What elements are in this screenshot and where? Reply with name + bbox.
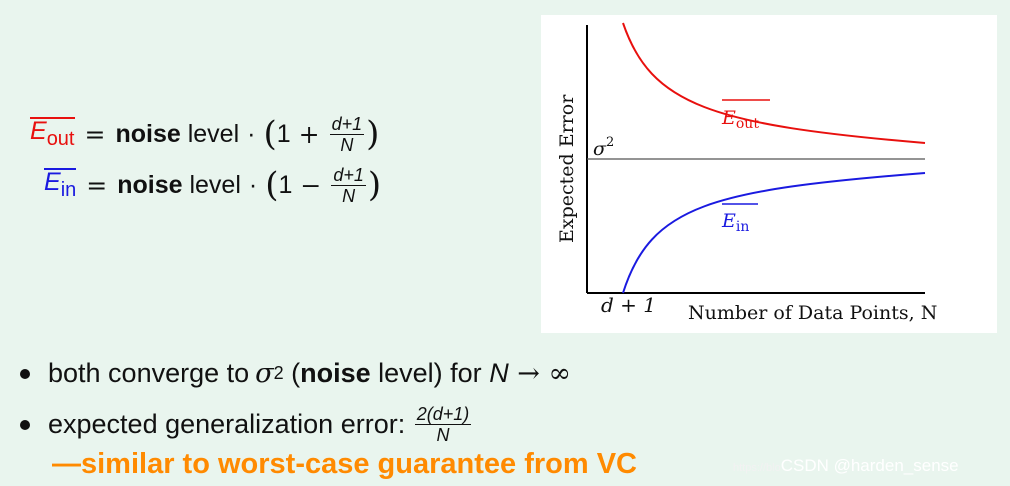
ein-label: Ein bbox=[721, 210, 749, 235]
formula-ein: Ein = noise level · ( 1 − d+1 N ) bbox=[44, 164, 382, 206]
x-axis-label: Number of Data Points, N bbox=[688, 302, 937, 324]
generalization-fraction: 2(d+1) N bbox=[414, 404, 472, 445]
eout-symbol: Eout bbox=[30, 117, 75, 150]
formula-eout: Eout = noise level · ( 1 + d+1 N ) bbox=[30, 113, 380, 155]
csdn-watermark: https://bloCSDN @harden_sense bbox=[733, 456, 959, 475]
sigma-label: σ2 bbox=[593, 135, 614, 160]
ein-symbol: Ein bbox=[44, 168, 77, 201]
eout-label: Eout bbox=[721, 107, 759, 132]
fraction: d+1 N bbox=[329, 113, 365, 155]
learning-curve-plot: Expected Error Number of Data Points, N … bbox=[541, 15, 997, 333]
eout-curve bbox=[622, 22, 926, 144]
bullet-dot bbox=[20, 419, 30, 430]
ein-curve bbox=[622, 172, 926, 294]
plot-svg: Expected Error Number of Data Points, N … bbox=[556, 22, 937, 324]
y-axis-label: Expected Error bbox=[556, 94, 578, 243]
bullet-dot bbox=[20, 368, 30, 379]
fraction: d+1 N bbox=[331, 164, 366, 206]
x-tick-label: d + 1 bbox=[601, 293, 656, 317]
bullet-generalization: expected generalization error: 2(d+1) N bbox=[20, 404, 473, 445]
vc-guarantee-note: —similar to worst-case guarantee from VC bbox=[52, 448, 637, 480]
